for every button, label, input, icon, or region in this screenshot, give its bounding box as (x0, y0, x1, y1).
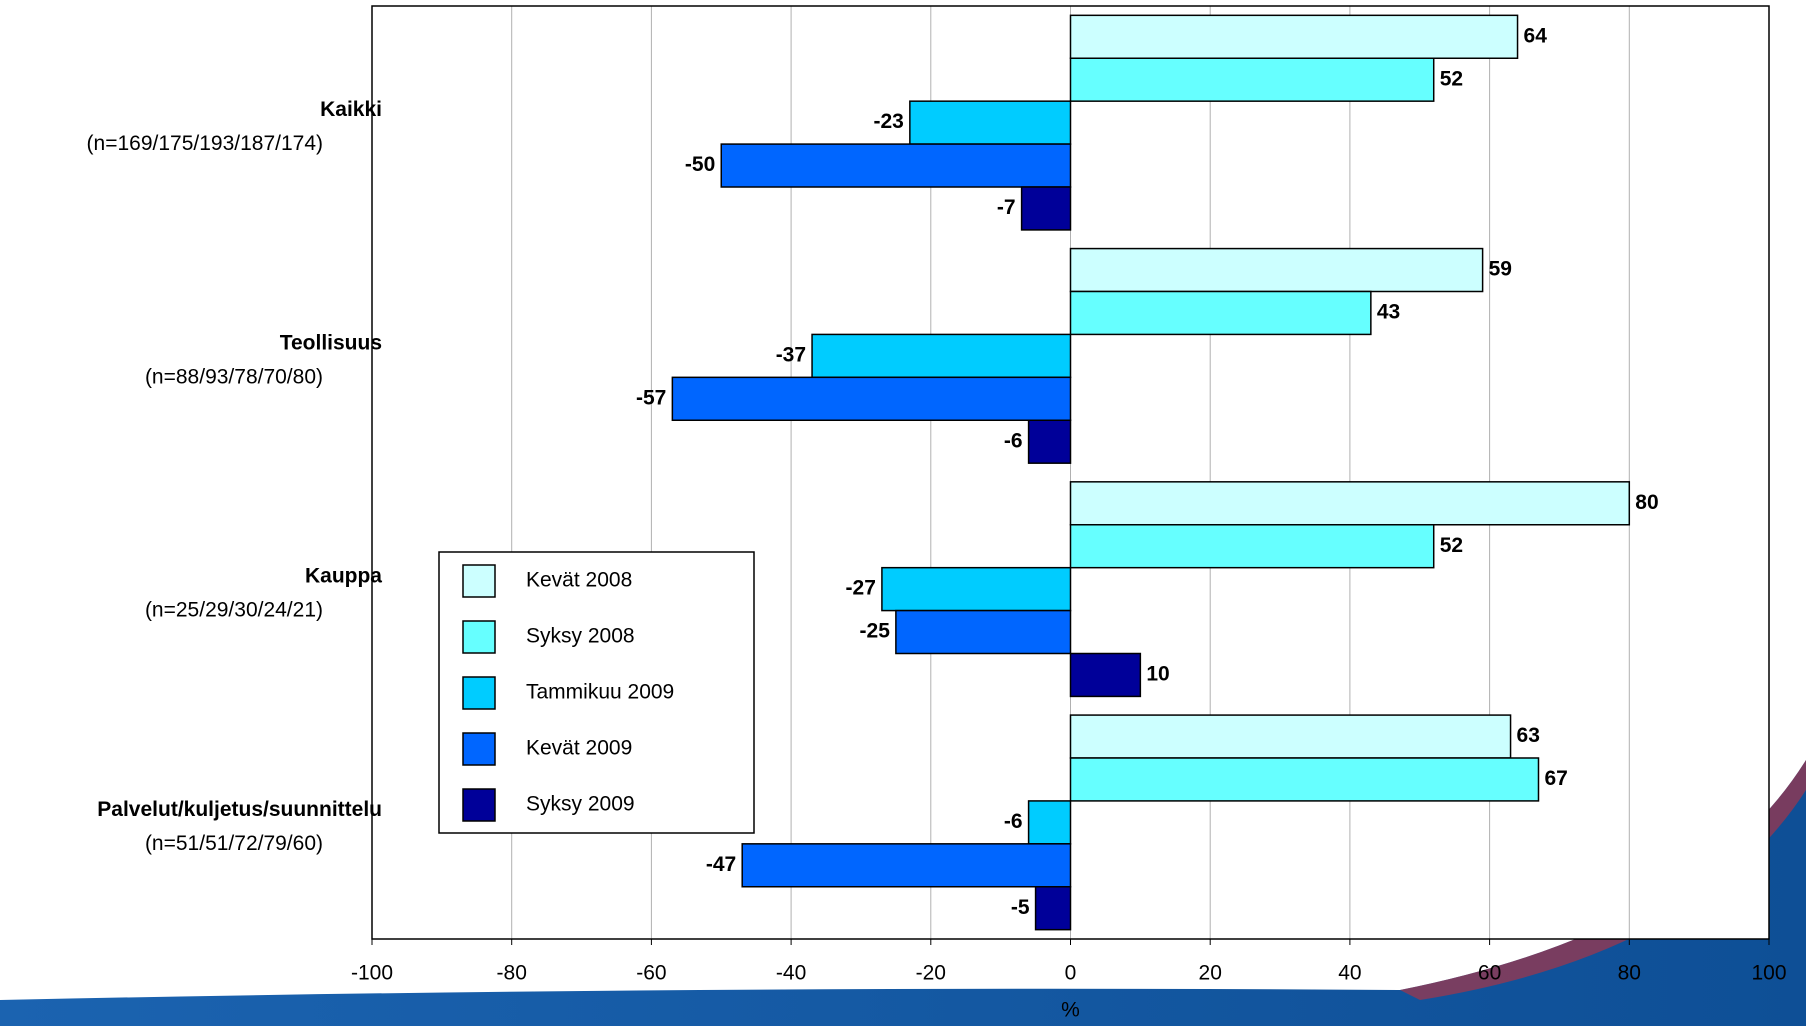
category-label: Palvelut/kuljetus/suunnittelu (97, 798, 382, 821)
legend-label: Tammikuu 2009 (526, 681, 674, 704)
value-label: -27 (846, 577, 876, 600)
x-tick-label: 20 (1199, 962, 1222, 985)
category-label: Teollisuus (280, 331, 382, 354)
value-label: -25 (860, 620, 891, 643)
bar (1069, 57, 1435, 102)
bar (811, 333, 1072, 379)
bar (1069, 247, 1484, 293)
x-tick-label: 100 (1751, 962, 1786, 985)
bar (1027, 800, 1072, 845)
x-tick-label: -20 (916, 962, 946, 985)
legend-label: Kevät 2008 (526, 569, 632, 592)
category-subtitle: (n=169/175/193/187/174) (87, 132, 323, 155)
legend-label: Syksy 2009 (526, 793, 635, 816)
bar (1069, 14, 1519, 59)
bar (741, 843, 1072, 888)
decor-swoosh (0, 760, 1806, 1026)
value-label: -7 (997, 196, 1016, 219)
legend-swatch (462, 788, 496, 822)
value-label: 64 (1524, 24, 1548, 47)
legend-swatch (462, 620, 496, 654)
x-tick-label: -80 (497, 962, 527, 985)
value-label: 52 (1440, 534, 1463, 557)
legend-swatch (462, 564, 496, 598)
value-label: -50 (685, 153, 715, 176)
value-label: 52 (1440, 67, 1463, 90)
bar (1069, 757, 1540, 802)
category-subtitle: (n=88/93/78/70/80) (145, 365, 323, 388)
value-label: -6 (1004, 810, 1023, 833)
x-tick-label: 80 (1618, 962, 1641, 985)
bar (1069, 714, 1512, 759)
x-tick-label: 40 (1338, 962, 1361, 985)
category-label: Kauppa (305, 565, 382, 588)
legend-label: Kevät 2009 (526, 737, 632, 760)
x-tick-label: -60 (636, 962, 666, 985)
category-subtitle: (n=25/29/30/24/21) (145, 599, 323, 622)
value-label: 67 (1544, 767, 1567, 790)
bar (1069, 290, 1372, 336)
value-label: -37 (776, 343, 806, 366)
value-label: 80 (1635, 491, 1658, 514)
legend-label: Syksy 2008 (526, 625, 635, 648)
bar (881, 566, 1072, 612)
value-label: -57 (636, 386, 666, 409)
x-axis-label: % (1061, 999, 1080, 1022)
bar (720, 143, 1072, 188)
value-label: 59 (1489, 258, 1512, 281)
value-label: -5 (1011, 896, 1030, 919)
category-subtitle: (n=51/51/72/79/60) (145, 832, 323, 855)
bar (909, 100, 1072, 145)
bar (1069, 481, 1631, 526)
bar (895, 609, 1072, 655)
bar (1034, 886, 1072, 931)
value-label: 10 (1146, 663, 1169, 686)
legend-swatch (462, 676, 496, 710)
x-tick-label: -40 (776, 962, 806, 985)
category-label: Kaikki (320, 98, 382, 121)
value-label: -23 (873, 110, 903, 133)
bar (671, 376, 1072, 422)
bar (1069, 523, 1435, 569)
bar (1069, 652, 1142, 698)
x-tick-label: -100 (351, 962, 393, 985)
x-tick-label: 60 (1478, 962, 1501, 985)
bar (1020, 186, 1072, 231)
value-label: -47 (706, 853, 736, 876)
value-label: 43 (1377, 301, 1400, 324)
plot-frame (371, 5, 1770, 940)
value-label: 63 (1517, 724, 1540, 747)
bar (1027, 419, 1072, 464)
x-tick-label: 0 (1065, 962, 1077, 985)
value-label: -6 (1004, 429, 1023, 452)
legend-swatch (462, 732, 496, 766)
